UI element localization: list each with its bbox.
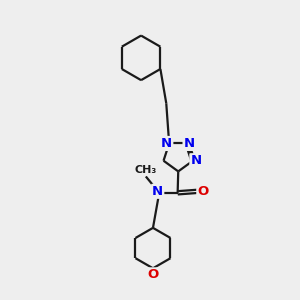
Text: CH₃: CH₃ bbox=[135, 165, 157, 175]
Text: O: O bbox=[197, 185, 208, 198]
Text: N: N bbox=[152, 185, 163, 198]
Text: O: O bbox=[147, 268, 159, 281]
Text: N: N bbox=[190, 154, 202, 167]
Text: N: N bbox=[184, 137, 195, 150]
Text: N: N bbox=[161, 137, 172, 150]
